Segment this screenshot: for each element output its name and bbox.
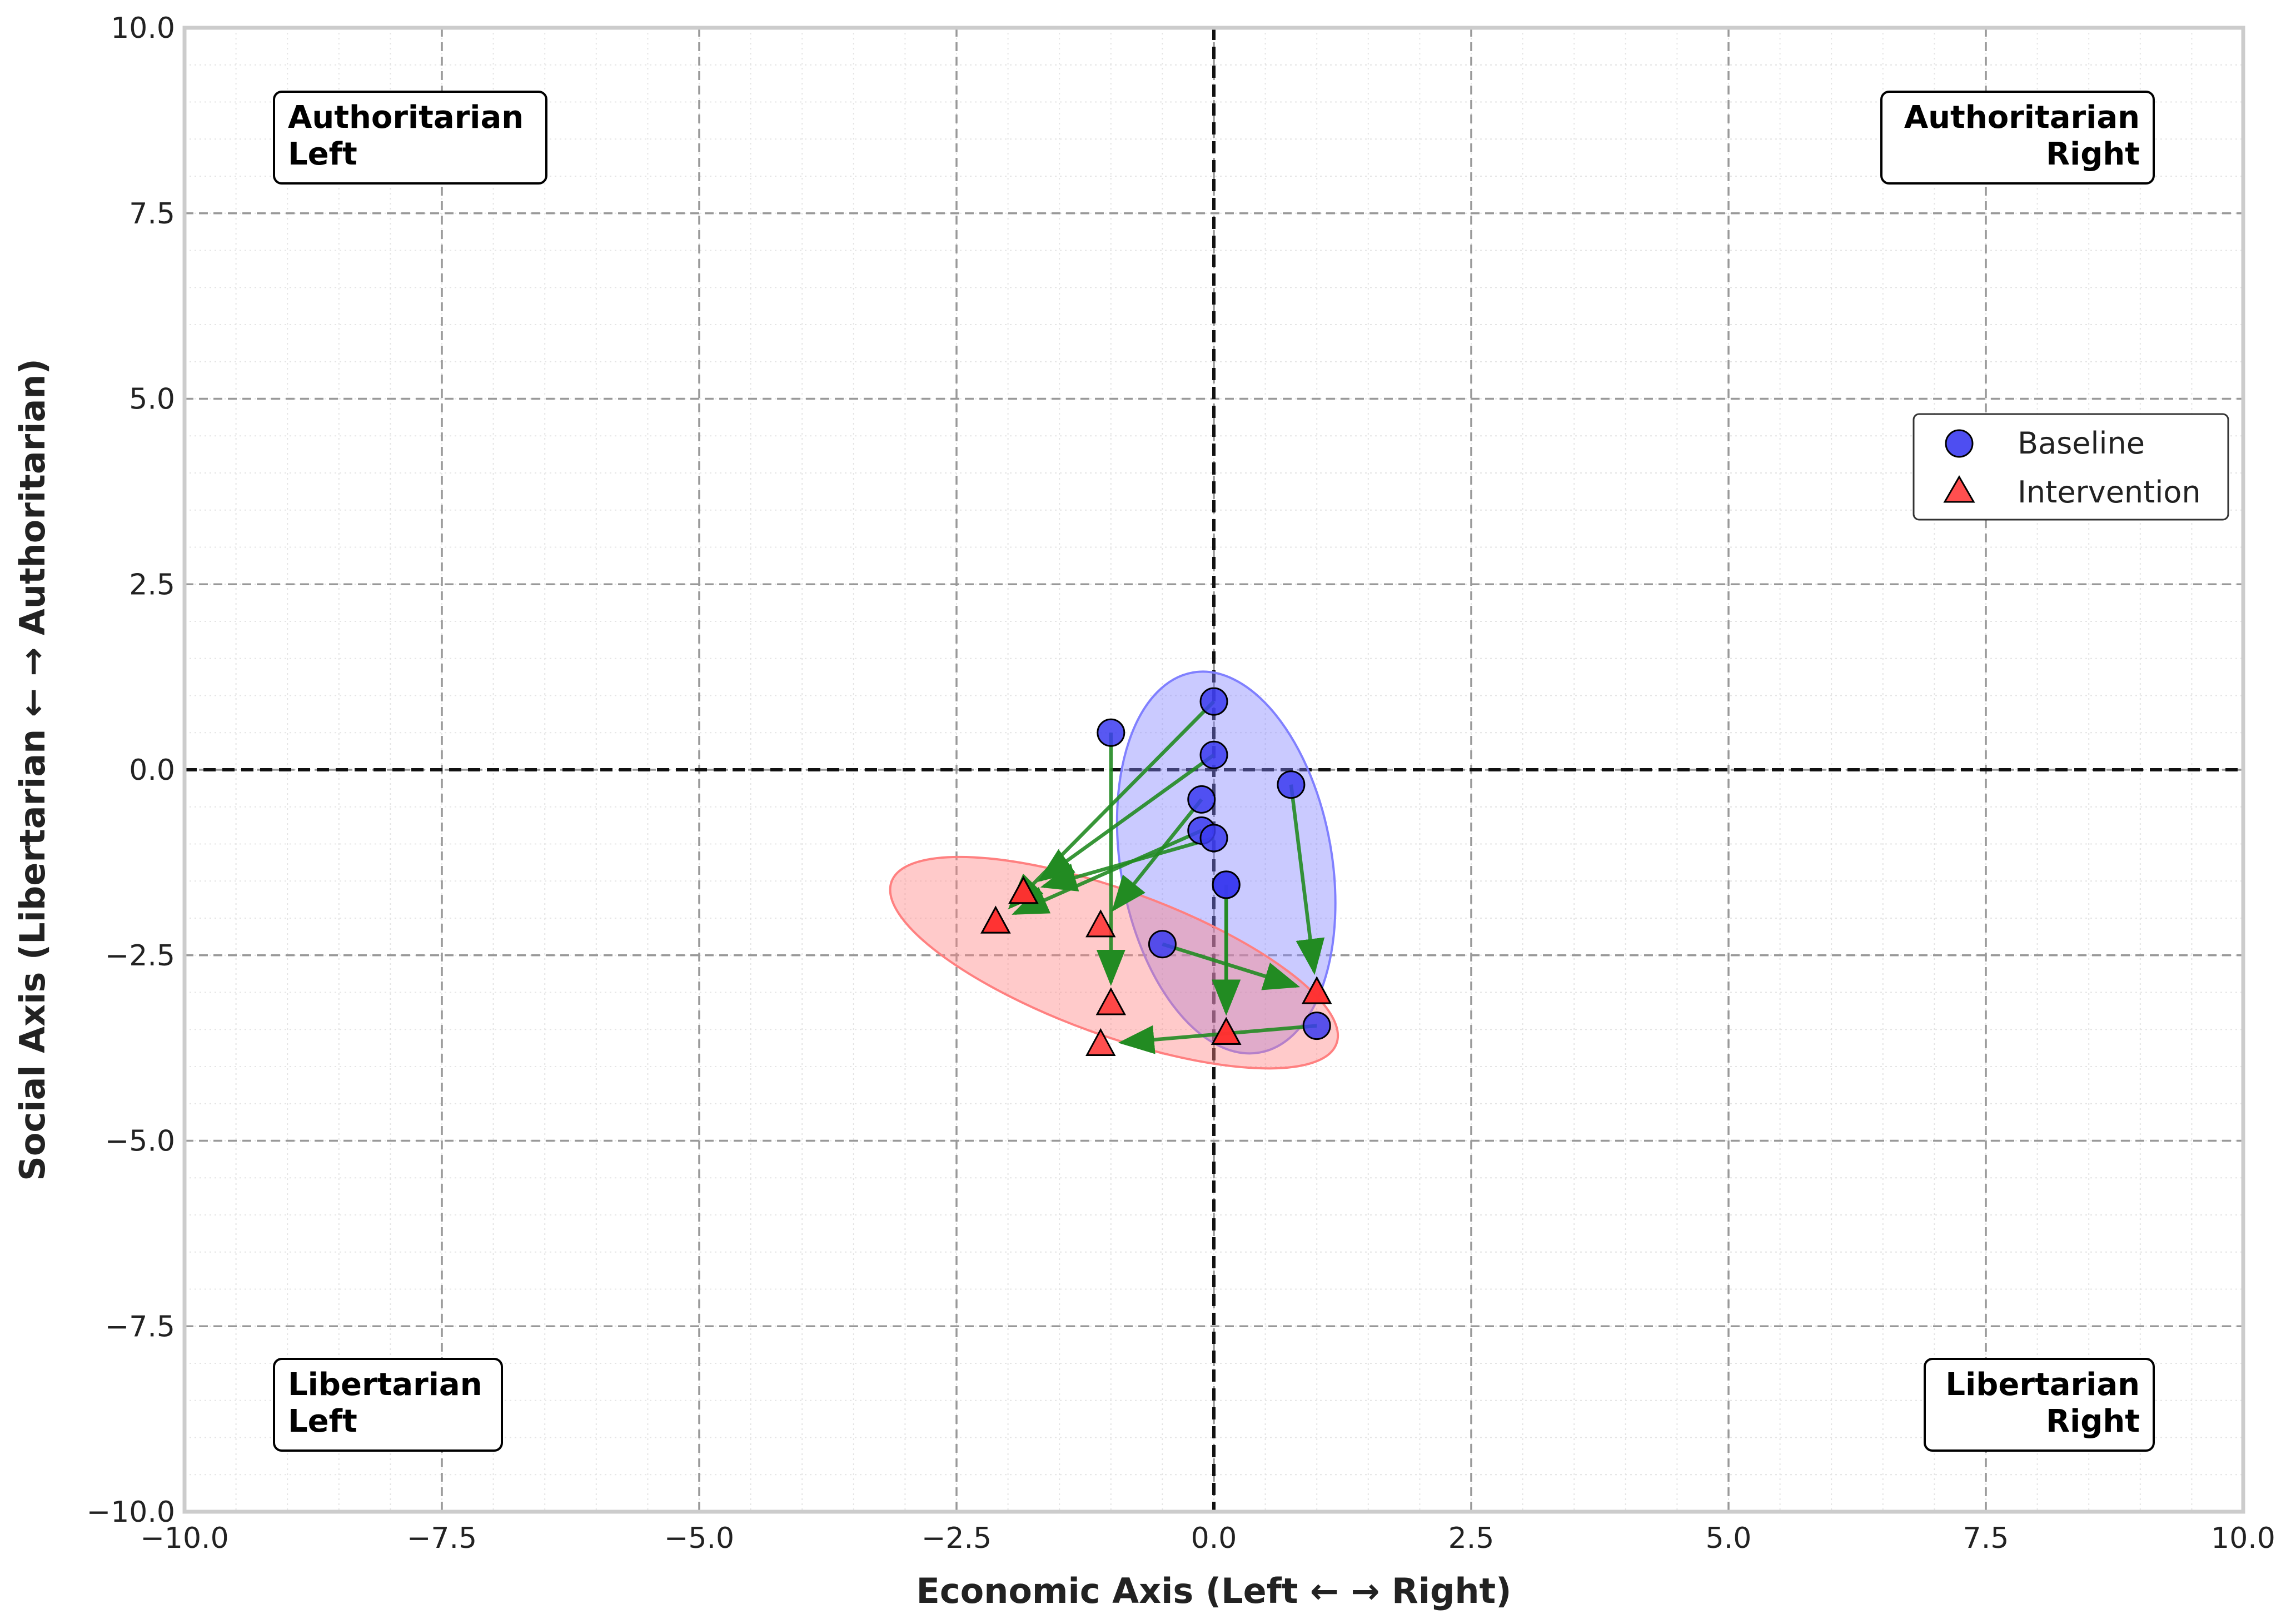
baseline-points [1097, 687, 1331, 1040]
quadrant-label-libertarian-left: Libertarian Left [273, 1358, 503, 1452]
x-tick-label: −10.0 [140, 1522, 228, 1555]
y-tick-label: 2.5 [129, 568, 175, 601]
baseline-point [1199, 687, 1228, 716]
x-tick-label: −2.5 [922, 1522, 992, 1555]
quadrant-text-line: Left [288, 1403, 357, 1439]
y-tick-label: 0.0 [129, 754, 175, 787]
shift-arrows [1008, 700, 1325, 1054]
shift-arrow [1012, 829, 1203, 915]
y-tick-label: 10.0 [111, 12, 175, 45]
intervention-point [1301, 976, 1332, 1004]
intervention-point [1008, 876, 1039, 904]
baseline-point [1187, 785, 1216, 814]
legend-frame [1913, 413, 2229, 521]
y-tick-label: −10.0 [87, 1496, 175, 1529]
quadrant-text-line: Left [288, 136, 357, 172]
quadrant-label-libertarian-right: Libertarian Right [1924, 1358, 2155, 1452]
baseline-point [1212, 870, 1241, 899]
intervention-point [1095, 987, 1127, 1015]
legend-baseline-label: Baseline [2018, 426, 2145, 461]
legend-intervention-label: Intervention [2018, 475, 2201, 510]
y-tick-labels: −10.0 −7.5 −5.0 −2.5 0.0 2.5 5.0 7.5 10.0 [87, 12, 175, 1529]
intervention-point [1085, 1028, 1116, 1056]
baseline-point [1097, 718, 1125, 747]
legend-baseline-marker [1945, 429, 1974, 458]
intervention-point [1085, 909, 1116, 938]
x-tick-label: 5.0 [1706, 1522, 1752, 1555]
baseline-point [1199, 740, 1228, 769]
baseline-point [1148, 930, 1177, 959]
baseline-point [1302, 1012, 1331, 1040]
shift-arrow [1037, 753, 1215, 882]
quadrant-text-line: Libertarian [288, 1367, 482, 1403]
x-tick-label: 10.0 [2211, 1522, 2275, 1555]
x-tick-label: −7.5 [407, 1522, 477, 1555]
legend: Baseline Intervention [1913, 413, 2229, 521]
intervention-point [980, 905, 1011, 934]
baseline-point [1199, 824, 1228, 853]
x-axis-title: Economic Axis (Left ← → Right) [917, 1571, 1512, 1611]
quadrant-text-line: Right [2046, 1403, 2140, 1439]
x-tick-label: 2.5 [1448, 1522, 1495, 1555]
shift-arrow [1162, 942, 1301, 990]
quadrant-label-authoritarian-left: Authoritarian Left [273, 91, 547, 185]
shift-arrow [1289, 784, 1325, 975]
y-tick-label: −7.5 [105, 1310, 175, 1343]
baseline-point [1277, 770, 1306, 799]
zero-lines [185, 28, 2243, 1512]
y-tick-label: −5.0 [105, 1125, 175, 1158]
quadrant-text-line: Right [2046, 136, 2140, 172]
intervention-points [980, 876, 1332, 1056]
quadrant-text-line: Libertarian [1945, 1367, 2140, 1403]
x-tick-label: −5.0 [664, 1522, 734, 1555]
x-tick-label: 0.0 [1191, 1522, 1237, 1555]
quadrant-text-line: Authoritarian [1904, 99, 2140, 136]
y-tick-label: 5.0 [129, 383, 175, 416]
legend-intervention-marker [1943, 475, 1975, 503]
intervention-point [1211, 1017, 1242, 1045]
y-axis-title: Social Axis (Libertarian ← → Authoritari… [12, 358, 53, 1181]
plot-frame [182, 26, 2245, 1514]
quadrant-text-line: Authoritarian [288, 99, 524, 136]
y-tick-label: 7.5 [129, 197, 175, 231]
x-tick-label: 7.5 [1963, 1522, 2009, 1555]
y-tick-label: −2.5 [105, 939, 175, 973]
quadrant-label-authoritarian-right: Authoritarian Right [1880, 91, 2155, 185]
shift-arrow [1040, 836, 1214, 891]
x-tick-labels: −10.0 −7.5 −5.0 −2.5 0.0 2.5 5.0 7.5 10.0 [140, 1522, 2275, 1555]
